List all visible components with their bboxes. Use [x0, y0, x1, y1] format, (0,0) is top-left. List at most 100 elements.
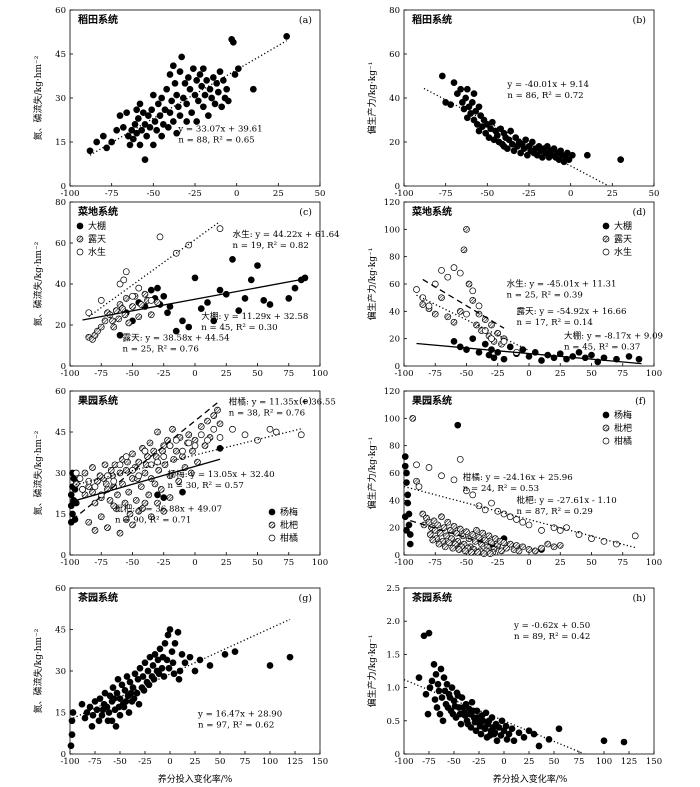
data-point	[86, 147, 94, 155]
data-point	[91, 499, 99, 507]
data-point	[405, 521, 413, 529]
data-point	[204, 112, 212, 119]
data-point	[204, 299, 211, 306]
data-point	[129, 292, 136, 300]
data-point	[105, 709, 113, 716]
data-point	[431, 527, 439, 534]
data-point	[156, 233, 164, 241]
data-point	[515, 729, 523, 737]
data-point	[116, 280, 124, 288]
regression-equation: n = 90, R² = 0.71	[115, 515, 191, 525]
regression-equation: 大棚: y = 11.29x + 32.58	[201, 310, 308, 322]
data-point	[403, 469, 410, 477]
data-point	[505, 730, 513, 738]
data-point	[515, 547, 523, 555]
x-axis-title-left: 养分投入变化率/%	[158, 773, 233, 785]
series-points	[415, 629, 628, 750]
data-point	[168, 648, 176, 655]
regression-equation: n = 38, R² = 0.76	[229, 409, 305, 419]
data-point	[266, 425, 274, 433]
data-point	[151, 118, 159, 125]
data-point	[445, 539, 453, 547]
data-point	[201, 442, 209, 450]
data-point	[450, 318, 458, 326]
data-point	[463, 85, 471, 93]
data-point	[471, 718, 479, 726]
data-point	[475, 127, 483, 135]
data-point	[96, 472, 104, 480]
data-point	[254, 436, 261, 444]
data-point	[110, 502, 118, 510]
legend-marker	[268, 508, 276, 516]
data-point	[449, 544, 457, 552]
data-point	[519, 346, 527, 353]
data-point	[178, 53, 186, 61]
series-points	[67, 626, 294, 750]
data-point	[89, 711, 97, 719]
y-tick-label: 0	[395, 182, 400, 192]
data-point	[141, 499, 149, 507]
x-tick-label: 0	[568, 189, 573, 199]
data-point	[535, 742, 543, 750]
data-point	[465, 280, 473, 288]
data-point	[85, 483, 93, 491]
data-point	[425, 464, 433, 471]
data-point	[96, 695, 104, 703]
data-point	[482, 129, 490, 137]
data-point	[550, 524, 558, 532]
data-point	[211, 100, 219, 108]
panel-c: -100 -75 -50 -25 0 25 50 75 100 0 20 40 60 80 氮、磷流失/kg…	[32, 198, 340, 379]
data-point	[231, 71, 239, 78]
data-point	[444, 704, 452, 711]
data-point	[158, 664, 166, 672]
data-point	[223, 85, 231, 93]
data-point	[97, 323, 105, 331]
x-tick-label: -50	[113, 757, 127, 767]
data-point	[588, 535, 595, 542]
data-point	[450, 476, 458, 484]
data-point	[283, 33, 291, 40]
data-point	[456, 269, 464, 277]
data-point	[179, 453, 186, 460]
data-point	[135, 313, 143, 321]
data-point	[166, 71, 174, 78]
data-point	[231, 648, 239, 655]
x-tick-label: 50	[252, 369, 263, 379]
panel-letter: (d)	[633, 207, 647, 218]
series-points	[438, 72, 625, 166]
data-point	[523, 151, 531, 159]
x-tick-label: -75	[105, 189, 119, 199]
data-point	[141, 469, 149, 477]
data-point	[147, 286, 155, 294]
data-point	[137, 301, 145, 308]
data-point	[488, 335, 495, 343]
panel-title: 茶园系统	[77, 591, 118, 604]
data-point	[67, 491, 75, 499]
data-point	[197, 305, 205, 312]
data-point	[419, 510, 427, 518]
data-point	[457, 85, 465, 93]
data-point	[194, 458, 201, 466]
data-point	[214, 88, 222, 96]
data-point	[193, 118, 201, 125]
data-point	[266, 301, 274, 308]
data-point	[140, 687, 148, 694]
data-point	[173, 91, 181, 99]
data-point	[404, 491, 412, 499]
regression-line	[70, 458, 221, 503]
y-tick-label: 60	[389, 50, 400, 60]
regression-equation: n = 24, R² = 0.53	[463, 484, 539, 494]
y-tick-label: 45	[55, 626, 66, 636]
data-point	[116, 461, 124, 469]
data-point	[94, 327, 101, 335]
data-point	[130, 695, 138, 703]
data-point	[95, 717, 103, 725]
data-point	[164, 309, 171, 317]
x-tick-label: 100	[646, 558, 662, 568]
x-tick-label: -75	[428, 558, 442, 568]
x-tick-label: 50	[549, 757, 560, 767]
data-point	[141, 447, 149, 455]
data-point	[481, 536, 489, 544]
data-point	[149, 662, 157, 669]
